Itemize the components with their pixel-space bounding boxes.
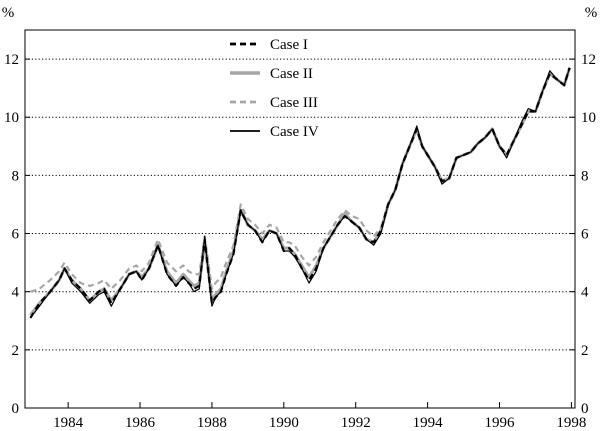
y-tick-label-left: 8 [12, 168, 20, 184]
left-unit-label: % [2, 5, 15, 21]
legend-label: Case III [270, 95, 318, 111]
x-tick-label: 1996 [485, 415, 516, 431]
x-tick-label: 1992 [341, 415, 371, 431]
y-tick-label-right: 0 [581, 401, 589, 417]
legend: Case I Case II Case III Case IV [230, 37, 319, 140]
y-tick-label-right: 12 [581, 52, 596, 68]
y-tick-label-left: 4 [12, 285, 20, 301]
right-unit-label: % [585, 5, 598, 21]
y-tick-label-right: 4 [581, 285, 589, 301]
axis-ticks [25, 58, 575, 409]
x-tick-label: 1986 [125, 415, 156, 431]
tick-labels: 0 0 2 2 4 4 6 6 8 8 10 10 12 12 1984 1986 1988 1990 1992 19… [4, 52, 596, 431]
plot-frame [24, 29, 576, 409]
y-tick-label-left: 0 [12, 401, 20, 417]
legend-label: Case II [270, 66, 313, 82]
x-tick-label: 1998 [556, 415, 586, 431]
x-tick-label: 1990 [269, 415, 299, 431]
series-line-case-iv [29, 67, 571, 319]
y-tick-label-left: 6 [12, 227, 20, 243]
legend-label: Case IV [270, 124, 319, 140]
series-lines [29, 67, 572, 319]
x-tick-label: 1984 [53, 415, 84, 431]
y-tick-label-left: 12 [4, 52, 19, 68]
x-tick-label: 1994 [413, 415, 444, 431]
x-tick-label: 1988 [197, 415, 227, 431]
y-tick-label-right: 6 [581, 227, 589, 243]
y-tick-label-right: 10 [581, 110, 596, 126]
legend-label: Case I [270, 37, 308, 53]
y-tick-label-right: 8 [581, 168, 589, 184]
y-tick-label-left: 10 [4, 110, 19, 126]
y-tick-label-right: 2 [581, 343, 589, 359]
y-tick-label-left: 2 [12, 343, 20, 359]
